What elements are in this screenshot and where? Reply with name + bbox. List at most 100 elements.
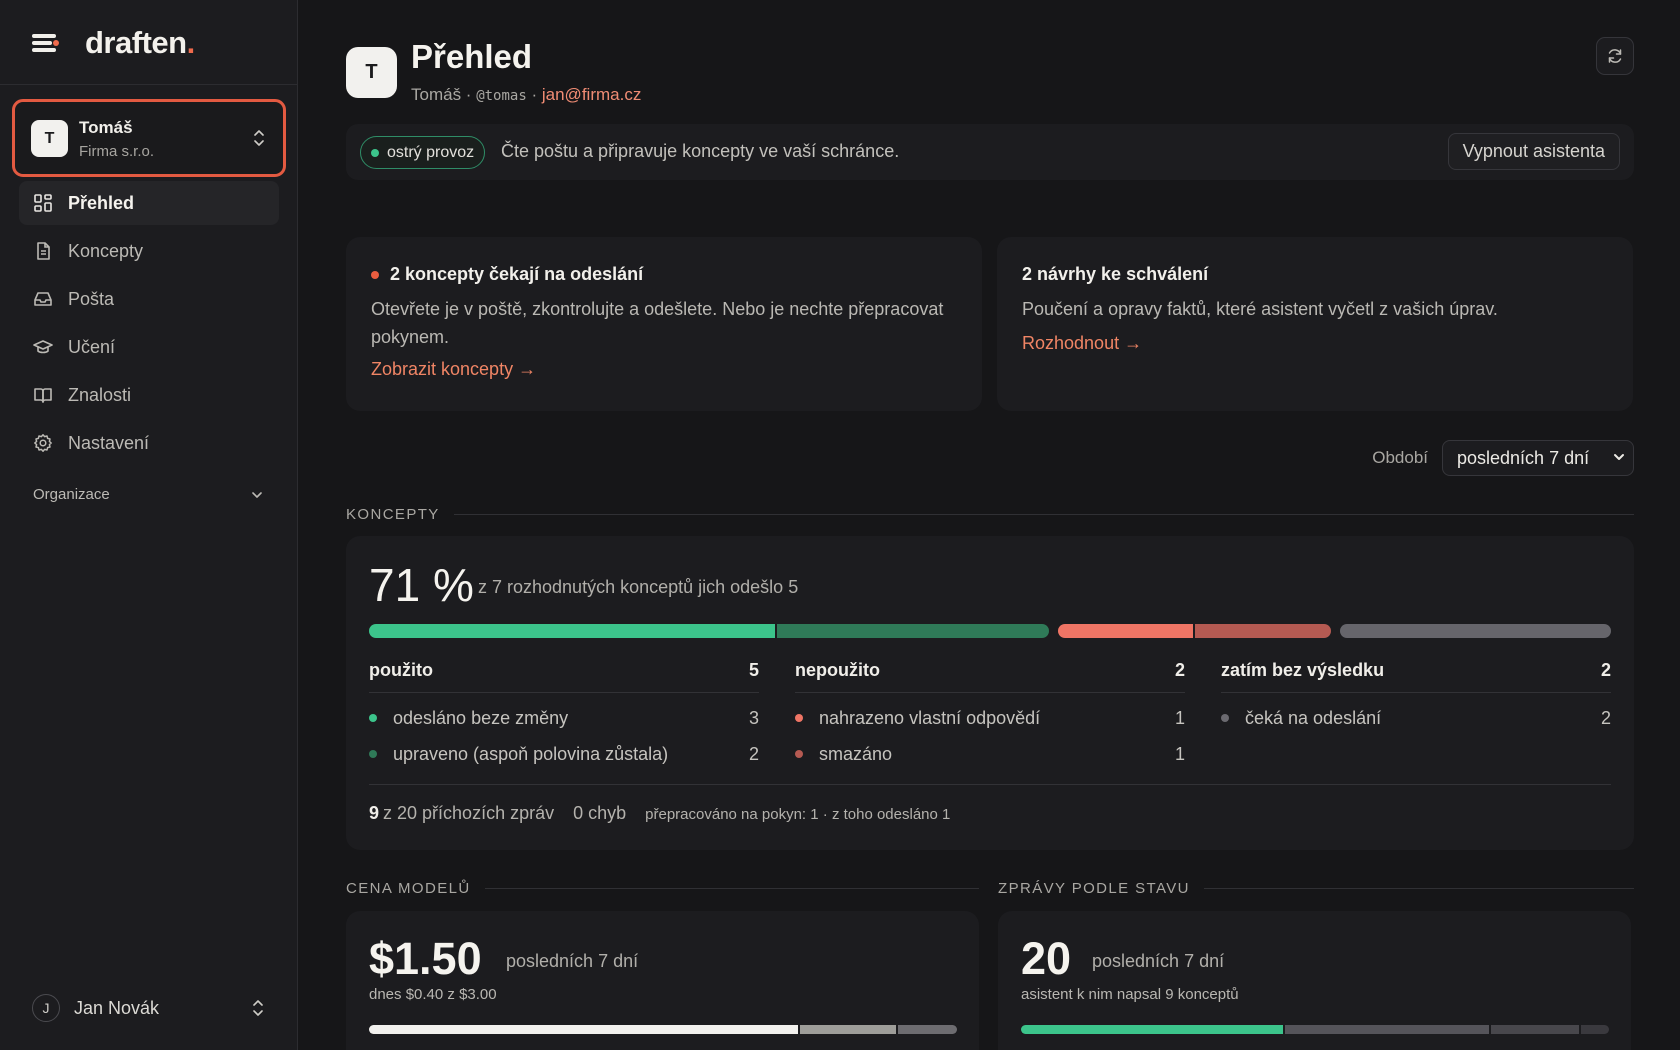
- sidebar-divider: [0, 84, 298, 85]
- bar-deleted: [1195, 624, 1331, 638]
- page-subtitle: Tomáš · @tomas · jan@firma.cz: [411, 85, 641, 105]
- sidebar-item-nastaveni[interactable]: Nastavení: [19, 421, 279, 465]
- chevron-up-down-icon: [253, 1000, 263, 1016]
- inbox-icon: [34, 292, 52, 306]
- incoming-count: 9: [369, 803, 380, 823]
- dashboard-icon: [34, 194, 52, 212]
- assistant-status-bar: ostrý provoz Čte poštu a připravuje konc…: [346, 124, 1634, 180]
- concepts-footer: 9 z 20 příchozích zpráv 0 chyb přepracov…: [369, 803, 950, 824]
- brand-dot: .: [186, 25, 196, 60]
- cost-period: posledních 7 dní: [506, 951, 639, 971]
- refresh-button[interactable]: [1596, 37, 1634, 75]
- cost-bar: [369, 1025, 957, 1034]
- period-filter: Období posledních 7 dní: [1366, 440, 1634, 476]
- account-avatar: T: [31, 120, 68, 157]
- account-org: Firma s.r.o.: [79, 143, 155, 160]
- page-avatar: T: [346, 47, 397, 98]
- sidebar-item-prehled[interactable]: Přehled: [19, 181, 279, 225]
- messages-section-label: ZPRÁVY PODLE STAVU: [998, 880, 1634, 897]
- organization-label: Organizace: [33, 486, 110, 503]
- row-count: 1: [1174, 707, 1185, 728]
- sidebar-item-label: Pošta: [68, 288, 115, 309]
- brand: draften.: [32, 25, 196, 60]
- chevron-up-down-icon: [254, 130, 264, 146]
- decide-link[interactable]: Rozhodnout →: [1022, 333, 1143, 353]
- legend-dot: [369, 714, 377, 722]
- cost-bar-rest: [898, 1025, 957, 1034]
- cost-card: $1.50 posledních 7 dní dnes $0.40 z $3.0…: [346, 911, 979, 1050]
- account-name: Tomáš: [79, 118, 133, 137]
- concepts-progress-bar: [369, 624, 1611, 638]
- sidebar-nav: Přehled Koncepty Pošta Učení: [19, 181, 279, 469]
- subtitle-separator: ·: [461, 85, 477, 104]
- messages-section-text: ZPRÁVY PODLE STAVU: [998, 880, 1190, 897]
- sidebar: draften. T Tomáš Firma s.r.o. Přehled: [0, 0, 298, 1050]
- user-avatar: J: [32, 994, 60, 1022]
- row-count: 1: [1174, 743, 1185, 764]
- messages-bar-other: [1491, 1025, 1579, 1034]
- graduation-cap-icon: [33, 340, 53, 354]
- drafts-pending-title-text: 2 koncepty čekají na odeslání: [390, 264, 644, 284]
- cost-today: dnes $0.40 z $3.00: [369, 986, 497, 1003]
- column-unused: nepoužito 2 nahrazeno vlastní odpovědí 1 …: [795, 660, 1185, 765]
- sidebar-item-label: Nastavení: [68, 432, 150, 453]
- row-count: 2: [748, 743, 759, 764]
- sidebar-item-znalosti[interactable]: Znalosti: [19, 373, 279, 417]
- chevron-down-icon: [1614, 454, 1624, 460]
- column-title: nepoužito: [795, 660, 880, 680]
- drafts-pending-body: Otevřete je v poště, zkontrolujte a odeš…: [371, 299, 944, 347]
- user-menu[interactable]: J Jan Novák: [32, 993, 264, 1023]
- menu-icon[interactable]: [32, 32, 59, 54]
- cost-section-label: CENA MODELŮ: [346, 880, 979, 897]
- status-badge-label: ostrý provoz: [387, 143, 475, 161]
- concepts-card: 71 % z 7 rozhodnutých konceptů jich odeš…: [346, 536, 1634, 850]
- status-dot: [371, 148, 379, 157]
- messages-period: posledních 7 dní: [1092, 951, 1225, 971]
- concepts-percent-sub: z 7 rozhodnutých konceptů jich odešlo 5: [478, 577, 799, 597]
- legend-dot: [1221, 714, 1229, 722]
- concepts-section-label: KONCEPTY: [346, 506, 1634, 523]
- sidebar-item-posta[interactable]: Pošta: [19, 277, 279, 321]
- concepts-section-text: KONCEPTY: [346, 506, 440, 523]
- chevron-down-icon: [252, 491, 262, 498]
- legend-dot: [369, 750, 377, 758]
- page-title: Přehled: [411, 38, 533, 75]
- subtitle-separator: ·: [526, 85, 542, 104]
- book-icon: [34, 388, 52, 403]
- period-select[interactable]: posledních 7 dní: [1442, 440, 1634, 476]
- divider: [369, 784, 1611, 785]
- account-switcher[interactable]: T Tomáš Firma s.r.o.: [12, 99, 286, 177]
- row-count: 3: [748, 707, 759, 728]
- list-item: čeká na odeslání 2: [1221, 707, 1611, 729]
- messages-count: 20: [1021, 933, 1072, 984]
- sidebar-item-label: Přehled: [68, 192, 135, 213]
- cost-section-text: CENA MODELŮ: [346, 880, 471, 897]
- row-label: upraveno (aspoň polovina zůstala): [393, 743, 669, 764]
- sidebar-item-koncepty[interactable]: Koncepty: [19, 229, 279, 273]
- list-item: upraveno (aspoň polovina zůstala) 2: [369, 743, 759, 765]
- user-name: Jan Novák: [74, 997, 160, 1018]
- messages-bar-rest: [1581, 1025, 1609, 1034]
- list-item: smazáno 1: [795, 743, 1185, 765]
- subtitle-email[interactable]: jan@firma.cz: [541, 85, 642, 104]
- bar-waiting: [1340, 624, 1611, 638]
- organization-toggle[interactable]: Organizace: [33, 486, 263, 503]
- bar-sent-unchanged: [369, 624, 775, 638]
- column-used: použito 5 odesláno beze změny 3 upraveno …: [369, 660, 759, 765]
- row-label: čeká na odeslání: [1245, 707, 1382, 728]
- subtitle-handle: @tomas: [476, 88, 527, 104]
- messages-bar-mid: [1285, 1025, 1489, 1034]
- concepts-percent: 71 %: [369, 559, 474, 611]
- column-pending: zatím bez výsledku 2 čeká na odeslání 2: [1221, 660, 1611, 729]
- cost-bar-mid: [800, 1025, 896, 1034]
- legend-dot: [795, 714, 803, 722]
- messages-sub: asistent k nim napsal 9 konceptů: [1021, 986, 1239, 1003]
- period-selected: posledních 7 dní: [1457, 447, 1590, 468]
- sidebar-item-uceni[interactable]: Učení: [19, 325, 279, 369]
- show-drafts-link[interactable]: Zobrazit koncepty →: [371, 359, 537, 379]
- alert-dot: [371, 270, 379, 279]
- gear-icon: [34, 434, 52, 452]
- disable-assistant-button[interactable]: Vypnout asistenta: [1447, 133, 1620, 170]
- subtitle-name: Tomáš: [411, 85, 462, 104]
- document-icon: [37, 242, 50, 260]
